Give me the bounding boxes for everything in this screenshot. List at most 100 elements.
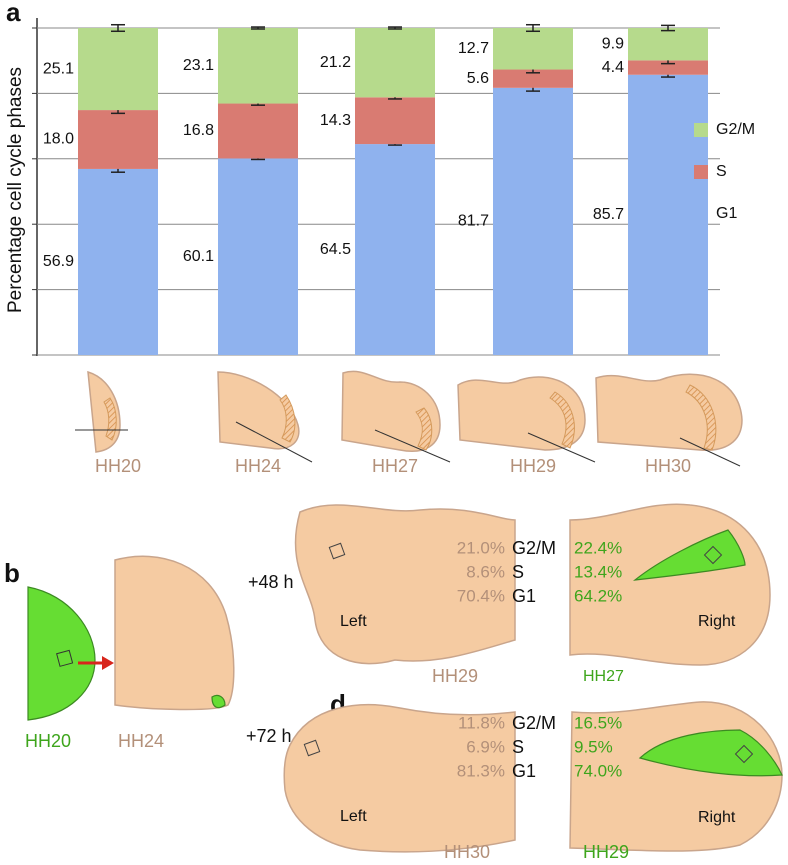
- legend-label: S: [716, 163, 727, 180]
- right-percent: 64.2%: [574, 586, 622, 605]
- bar-segment: [493, 69, 573, 88]
- phase-label: G1: [512, 761, 536, 781]
- graft: [211, 694, 226, 709]
- stage-label: HH20: [95, 456, 141, 476]
- bar-segment: [493, 28, 573, 70]
- error-bar: [526, 23, 540, 33]
- phase-label: S: [512, 737, 524, 757]
- legend-swatch: [694, 165, 708, 179]
- limb: [595, 373, 743, 451]
- bar-segment: [355, 144, 435, 355]
- bar-segment: [218, 103, 298, 159]
- right-percent: 22.4%: [574, 538, 622, 557]
- bars: 56.9 18.0 25.1 60.1 16.8 23.1 64.5 14.3 21.2 81.7…: [32, 23, 755, 356]
- legend-label: G2/M: [716, 121, 755, 138]
- stage-label: HH30: [645, 456, 691, 476]
- hatch: [685, 384, 717, 451]
- value-label: 21.2: [320, 54, 351, 71]
- stage-label: HH27: [583, 668, 624, 685]
- bar-segment: [78, 168, 158, 355]
- right-percent: 74.0%: [574, 761, 622, 780]
- bar-segment: [628, 28, 708, 61]
- value-label: 12.7: [458, 40, 489, 57]
- graft-box: [303, 739, 321, 757]
- side-label: Right: [698, 613, 736, 630]
- value-label: 81.7: [458, 213, 489, 230]
- bar-segment: [628, 60, 708, 75]
- limb: [114, 555, 235, 711]
- value-label: 18.0: [43, 131, 74, 148]
- value-label: 60.1: [183, 248, 214, 265]
- limb-bud: [27, 586, 96, 721]
- stage-label: HH29: [432, 666, 478, 686]
- left-percent: 6.9%: [466, 737, 505, 756]
- legend-swatch: [694, 207, 708, 221]
- left-percent: 11.8%: [458, 713, 505, 732]
- limb: [217, 371, 300, 450]
- time-label: +72 h: [246, 726, 292, 746]
- error-bar: [661, 24, 675, 32]
- legend-label: G1: [716, 205, 737, 222]
- panel-letter: b: [4, 558, 20, 588]
- graft: [633, 529, 746, 581]
- right-percent: 13.4%: [574, 562, 622, 581]
- side-label: Left: [340, 613, 367, 630]
- graft-box: [734, 744, 754, 764]
- limb-drawings: [75, 370, 743, 467]
- left-percent: 81.3%: [457, 761, 505, 780]
- phase-label: G1: [512, 586, 536, 606]
- value-label: 25.1: [43, 60, 74, 77]
- bar-segment: [78, 110, 158, 169]
- stage-label: HH29: [510, 456, 556, 476]
- graft-box: [56, 649, 74, 667]
- limb: [283, 704, 516, 853]
- graft-box: [328, 542, 346, 560]
- phase-label: G2/M: [512, 713, 556, 733]
- value-label: 9.9: [602, 35, 624, 52]
- bar-segment: [218, 28, 298, 104]
- stage-label: HH30: [444, 842, 490, 862]
- bar-segment: [493, 87, 573, 355]
- error-bar: [388, 26, 402, 30]
- arrow-head: [102, 656, 114, 670]
- panel-letter: a: [6, 0, 21, 27]
- side-label: Right: [698, 809, 736, 826]
- y-axis-label: Percentage cell cycle phases: [5, 67, 26, 313]
- phase-label: S: [512, 562, 524, 582]
- graft: [638, 729, 783, 777]
- legend-swatch: [694, 123, 708, 137]
- left-percent: 21.0%: [457, 538, 505, 557]
- plane: [679, 437, 741, 467]
- hatch: [415, 407, 433, 451]
- bar-segment: [355, 97, 435, 145]
- error-bar: [111, 23, 125, 33]
- side-label: Left: [340, 808, 367, 825]
- error-bar: [251, 26, 265, 30]
- left-percent: 70.4%: [457, 586, 505, 605]
- value-label: 16.8: [183, 122, 214, 139]
- phase-label: G2/M: [512, 538, 556, 558]
- limb: [294, 504, 516, 665]
- limb: [569, 503, 771, 666]
- value-label: 4.4: [602, 59, 624, 76]
- hatch: [549, 391, 575, 449]
- right-percent: 16.5%: [574, 713, 622, 732]
- plane: [527, 432, 596, 463]
- left-percent: 8.6%: [466, 562, 505, 581]
- stage-label: HH24: [118, 731, 164, 751]
- stage-label: HH27: [372, 456, 418, 476]
- bar-segment: [218, 158, 298, 355]
- bar-segment: [355, 28, 435, 98]
- stage-label: HH20: [25, 731, 71, 751]
- plane: [374, 429, 451, 463]
- right-percent: 9.5%: [574, 737, 613, 756]
- value-label: 64.5: [320, 241, 351, 258]
- graft-box: [703, 545, 723, 565]
- value-label: 14.3: [320, 112, 351, 129]
- value-label: 23.1: [183, 57, 214, 74]
- value-label: 56.9: [43, 253, 74, 270]
- bar-segment: [78, 28, 158, 111]
- time-label: +48 h: [248, 572, 294, 592]
- value-label: 5.6: [467, 70, 489, 87]
